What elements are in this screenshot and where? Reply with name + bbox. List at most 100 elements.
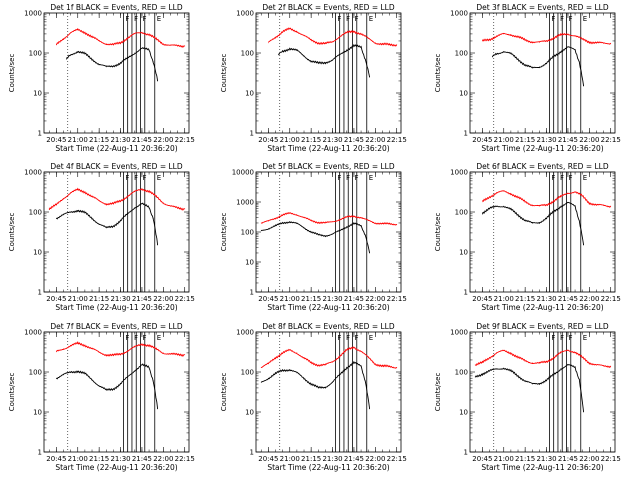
data-point-lld xyxy=(155,196,157,198)
data-point-lld xyxy=(603,365,604,367)
data-point-events xyxy=(364,234,366,236)
data-point-lld xyxy=(367,357,369,358)
data-point-lld xyxy=(148,34,150,35)
data-point-events xyxy=(70,371,72,373)
x-tick-label: 21:00 xyxy=(280,455,300,463)
event-flag-label: F xyxy=(560,334,564,342)
y-axis-label: Counts/sec xyxy=(8,373,16,412)
data-point-lld xyxy=(596,204,597,206)
data-point-events xyxy=(289,369,291,370)
detector-panel-4: Det 4f BLACK = Events, RED = LLD 1 10 100 10… xyxy=(8,162,195,312)
data-point-lld xyxy=(560,352,562,354)
data-point-lld xyxy=(481,40,483,42)
y-tick-label: 1000 xyxy=(24,169,42,177)
y-tick-label: 100 xyxy=(455,50,468,58)
data-point-events xyxy=(127,213,129,215)
data-point-lld xyxy=(339,36,341,37)
x-tick-label: 21:00 xyxy=(68,295,88,303)
data-point-events xyxy=(70,54,72,56)
data-point-lld xyxy=(184,354,186,356)
data-point-events xyxy=(567,364,569,366)
series-line-events xyxy=(481,201,585,246)
data-point-lld xyxy=(120,42,121,44)
data-point-events xyxy=(353,362,355,364)
x-tick-label: 22:00 xyxy=(365,136,385,144)
data-point-events xyxy=(303,55,305,57)
data-point-lld xyxy=(382,43,383,45)
data-point-lld xyxy=(360,350,362,352)
data-point-lld xyxy=(134,191,136,193)
data-point-events xyxy=(578,220,580,222)
data-point-events xyxy=(77,209,79,211)
data-point-lld xyxy=(481,362,483,364)
data-point-lld xyxy=(374,222,376,224)
event-flag-label: E xyxy=(157,174,161,182)
event-flag-label: F xyxy=(569,15,573,23)
data-point-events xyxy=(339,374,341,376)
x-tick-label: 21:45 xyxy=(132,455,152,463)
data-point-lld xyxy=(489,38,490,40)
data-point-events xyxy=(524,380,526,382)
data-point-lld xyxy=(567,192,569,194)
data-point-lld xyxy=(382,365,383,367)
x-axis-label: Start Time (22-Aug-11 20:36:20) xyxy=(481,303,603,312)
data-point-lld xyxy=(162,202,164,204)
data-point-events xyxy=(510,370,512,372)
data-point-lld xyxy=(177,354,178,356)
event-flag-label: E xyxy=(583,174,587,182)
y-axis-label: Counts/sec xyxy=(434,373,442,412)
y-tick-label: 10 xyxy=(459,249,468,257)
data-point-lld xyxy=(267,220,269,222)
data-point-lld xyxy=(113,355,114,356)
event-flag-label: F xyxy=(143,334,147,342)
data-point-events xyxy=(539,221,540,223)
series-line-lld xyxy=(482,32,612,45)
data-point-events xyxy=(152,380,154,382)
x-axis-label: Start Time (22-Aug-11 20:36:20) xyxy=(481,144,603,153)
event-flag-label: F xyxy=(355,334,359,342)
data-point-events xyxy=(510,53,512,55)
data-point-lld xyxy=(303,357,305,359)
data-point-lld xyxy=(48,208,50,210)
data-point-events xyxy=(346,49,348,51)
data-point-lld xyxy=(588,362,590,364)
x-tick-label: 21:15 xyxy=(515,136,535,144)
x-tick-label: 21:30 xyxy=(536,136,556,144)
data-point-events xyxy=(325,62,326,63)
data-point-events xyxy=(267,377,269,379)
y-tick-label: 10 xyxy=(459,90,468,98)
data-point-events xyxy=(574,367,576,368)
series-line-lld xyxy=(56,341,185,357)
data-point-events xyxy=(55,377,57,379)
data-point-lld xyxy=(339,219,341,220)
data-point-events xyxy=(317,62,319,64)
y-axis-label: Counts/sec xyxy=(220,213,228,252)
x-tick-label: 22:15 xyxy=(175,136,195,144)
y-tick-label: 10 xyxy=(245,259,254,267)
data-point-lld xyxy=(127,350,129,352)
data-point-events xyxy=(578,379,580,380)
data-point-events xyxy=(369,408,371,410)
y-tick-label: 100 xyxy=(241,50,254,58)
data-point-lld xyxy=(155,38,157,40)
data-point-events xyxy=(310,60,312,62)
data-point-lld xyxy=(581,357,583,358)
event-flag-label: F xyxy=(134,334,138,342)
data-point-lld xyxy=(170,353,171,355)
x-tick-label: 21:45 xyxy=(344,136,364,144)
data-point-events xyxy=(113,65,114,67)
data-point-events xyxy=(346,367,348,368)
panel-title: Det 1f BLACK = Events, RED = LLD xyxy=(50,3,183,12)
x-tick-label: 21:15 xyxy=(301,455,321,463)
data-point-events xyxy=(491,56,493,58)
plot-frame xyxy=(469,171,616,293)
series-line-events xyxy=(65,47,159,82)
data-point-events xyxy=(364,58,366,60)
x-axis-label: Start Time (22-Aug-11 20:36:20) xyxy=(55,303,177,312)
data-point-lld xyxy=(396,223,398,225)
data-point-lld xyxy=(546,361,547,363)
x-tick-label: 22:15 xyxy=(387,295,407,303)
panel-title: Det 8f BLACK = Events, RED = LLD xyxy=(262,322,395,331)
data-point-lld xyxy=(260,367,262,368)
y-tick-label: 10000 xyxy=(232,169,254,177)
